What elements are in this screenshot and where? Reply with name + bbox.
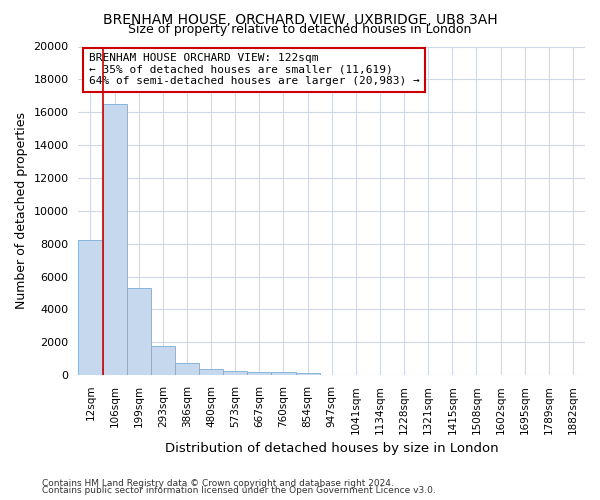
Y-axis label: Number of detached properties: Number of detached properties	[15, 112, 28, 310]
Bar	[127, 288, 151, 375]
Text: Size of property relative to detached houses in London: Size of property relative to detached ho…	[128, 22, 472, 36]
Bar	[199, 369, 223, 375]
Text: Contains public sector information licensed under the Open Government Licence v3: Contains public sector information licen…	[42, 486, 436, 495]
Bar	[271, 372, 296, 375]
Text: Contains HM Land Registry data © Crown copyright and database right 2024.: Contains HM Land Registry data © Crown c…	[42, 478, 394, 488]
Bar	[151, 346, 175, 375]
Text: BRENHAM HOUSE ORCHARD VIEW: 122sqm
← 35% of detached houses are smaller (11,619): BRENHAM HOUSE ORCHARD VIEW: 122sqm ← 35%…	[89, 53, 419, 86]
Bar	[247, 372, 271, 375]
Bar	[79, 240, 103, 375]
Bar	[296, 372, 320, 375]
Bar	[223, 371, 247, 375]
Bar	[175, 363, 199, 375]
Text: BRENHAM HOUSE, ORCHARD VIEW, UXBRIDGE, UB8 3AH: BRENHAM HOUSE, ORCHARD VIEW, UXBRIDGE, U…	[103, 12, 497, 26]
X-axis label: Distribution of detached houses by size in London: Distribution of detached houses by size …	[165, 442, 499, 455]
Bar	[103, 104, 127, 375]
